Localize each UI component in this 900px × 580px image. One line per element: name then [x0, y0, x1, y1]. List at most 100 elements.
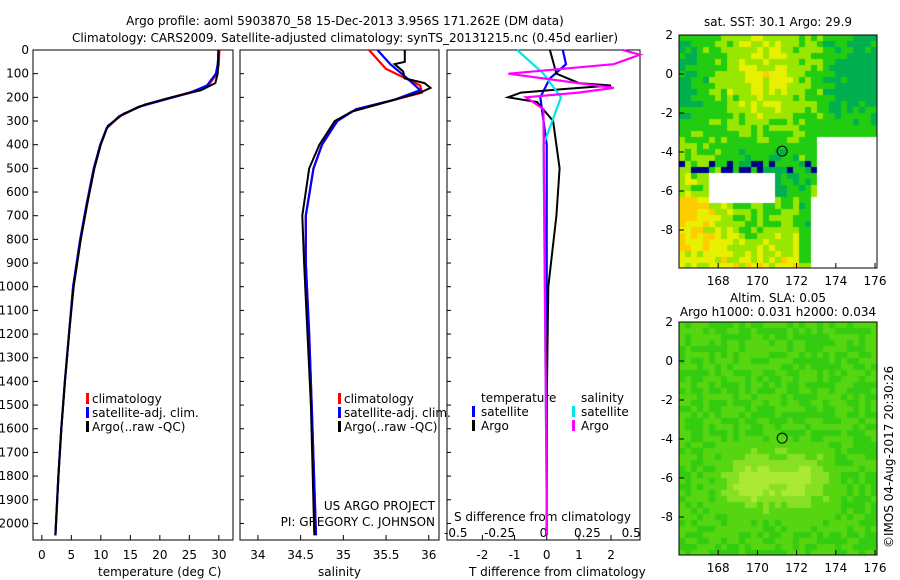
x-tick-label: 35.5	[373, 548, 400, 562]
legend-swatch-climatology	[338, 393, 341, 404]
map-x-tick-label: 172	[785, 561, 808, 575]
x-tick-label: -2	[476, 548, 488, 562]
map-y-tick-label: -8	[661, 223, 673, 237]
x-tick-label: 10	[93, 548, 108, 562]
sst-title: sat. SST: 30.1 Argo: 29.9	[704, 15, 852, 29]
y-tick-label: 100	[6, 67, 29, 81]
legend-swatch-s-argo	[572, 420, 575, 431]
y-tick-label: 300	[6, 114, 29, 128]
x-tick-label: 1	[575, 548, 583, 562]
y-tick-label: 1800	[0, 469, 29, 483]
x-tick-label: 34.5	[287, 548, 314, 562]
map-frame	[678, 34, 878, 269]
y-tick-label: 1300	[0, 351, 29, 365]
sla-title1: Altim. SLA: 0.05	[730, 291, 826, 305]
legend-label: satellite-adj. clim.	[92, 406, 199, 420]
tdiff-xlabel: T difference from climatology	[468, 565, 646, 579]
map-x-tick-label: 168	[707, 274, 730, 288]
y-tick-label: 500	[6, 161, 29, 175]
sla-title2: Argo h1000: 0.031 h2000: 0.034	[680, 305, 876, 319]
legend-label: Argo(..raw -QC)	[344, 420, 437, 434]
series-line-argo-raw-qc-	[301, 50, 433, 536]
y-tick-label: 2000	[0, 516, 29, 530]
title-line2: Climatology: CARS2009. Satellite-adjuste…	[72, 31, 618, 45]
y-tick-label: 1200	[0, 327, 29, 341]
map-x-tick-label: 174	[824, 561, 847, 575]
map-y-tick-label: 2	[665, 28, 673, 42]
legend-label: satellite-adj. clim.	[344, 406, 451, 420]
map-x-tick-label: 170	[746, 274, 769, 288]
y-tick-label: 1100	[0, 303, 29, 317]
y-tick-label: 400	[6, 138, 29, 152]
legend-label: Argo	[481, 419, 509, 433]
x-tick-label: 34	[250, 548, 265, 562]
series-line-climatology	[54, 49, 221, 536]
temp-legend: climatology satellite-adj. clim. Argo(..…	[86, 392, 199, 434]
y-tick-label: 1500	[0, 398, 29, 412]
legend-swatch-satellite	[86, 407, 89, 418]
x-tick-label: 0	[543, 548, 551, 562]
map-y-tick-label: 0	[665, 67, 673, 81]
x2-tick-label: 0.25	[574, 526, 601, 540]
legend-swatch-s-satellite	[572, 406, 575, 417]
map-x-tick-label: 176	[864, 274, 887, 288]
sal-legend: climatology satellite-adj. clim. Argo(..…	[338, 392, 451, 434]
map-x-tick-label: 168	[707, 561, 730, 575]
map-y-tick-label: -6	[661, 471, 673, 485]
x-tick-label: 15	[123, 548, 138, 562]
x-tick-label: 35	[336, 548, 351, 562]
legend-swatch-argo	[86, 421, 89, 432]
map-x-tick-label: 172	[785, 274, 808, 288]
y-tick-label: 1400	[0, 374, 29, 388]
map-y-tick-label: -6	[661, 184, 673, 198]
sla-map	[679, 322, 877, 555]
map-x-tick-label: 176	[864, 561, 887, 575]
legend-title: temperature	[481, 391, 556, 405]
diff-legend: temperature satellite Argo salinity sate…	[472, 391, 629, 433]
plot-frame-2	[446, 49, 641, 541]
y-tick-label: 1700	[0, 445, 29, 459]
legend-swatch-argo	[338, 421, 341, 432]
y-tick-label: 200	[6, 90, 29, 104]
x2-tick-label: -0.5	[444, 526, 467, 540]
series-line-satellite-adj-clim-	[54, 49, 220, 536]
legend-label: Argo(..raw -QC)	[92, 420, 185, 434]
x-tick-label: 20	[152, 548, 167, 562]
x-tick-label: 30	[211, 548, 226, 562]
plot-frame-0	[32, 49, 234, 541]
sst-map	[679, 35, 877, 268]
map-y-tick-label: -2	[661, 106, 673, 120]
series-line-salinity-argo	[508, 48, 644, 536]
y-tick-label: 1600	[0, 422, 29, 436]
map-y-tick-label: -2	[661, 393, 673, 407]
legend-swatch-climatology	[86, 393, 89, 404]
legend-swatch-t-argo	[472, 420, 475, 431]
x-tick-label: 0	[38, 548, 46, 562]
x2-tick-label: -0.25	[484, 526, 515, 540]
y-tick-label: 700	[6, 209, 29, 223]
x-tick-label: -1	[509, 548, 521, 562]
y-tick-label: 1900	[0, 493, 29, 507]
x-tick-label: 25	[182, 548, 197, 562]
legend-label: climatology	[344, 392, 414, 406]
map-y-tick-label: 0	[665, 354, 673, 368]
legend-swatch-satellite	[338, 407, 341, 418]
legend-swatch-t-satellite	[472, 406, 475, 417]
temp-xlabel: temperature (deg C)	[98, 565, 221, 579]
series-line-satellite-adj-clim-	[304, 49, 423, 536]
map-y-tick-label: -4	[661, 432, 673, 446]
y-tick-label: 1000	[0, 280, 29, 294]
map-y-tick-label: -8	[661, 510, 673, 524]
y-tick-label: 0	[21, 43, 29, 57]
pi-label: PI: GREGORY C. JOHNSON	[281, 515, 435, 529]
series-line-salinity-satellite	[516, 49, 563, 536]
x-tick-label: 2	[607, 548, 615, 562]
series-line-argo-raw-qc-	[54, 49, 220, 536]
legend-label: Argo	[581, 419, 609, 433]
sal-xlabel: salinity	[318, 565, 361, 579]
legend-title: salinity	[581, 391, 624, 405]
map-y-tick-label: 2	[665, 315, 673, 329]
sdiff-xlabel: S difference from climatology	[454, 510, 631, 524]
float-location-marker	[776, 432, 788, 444]
